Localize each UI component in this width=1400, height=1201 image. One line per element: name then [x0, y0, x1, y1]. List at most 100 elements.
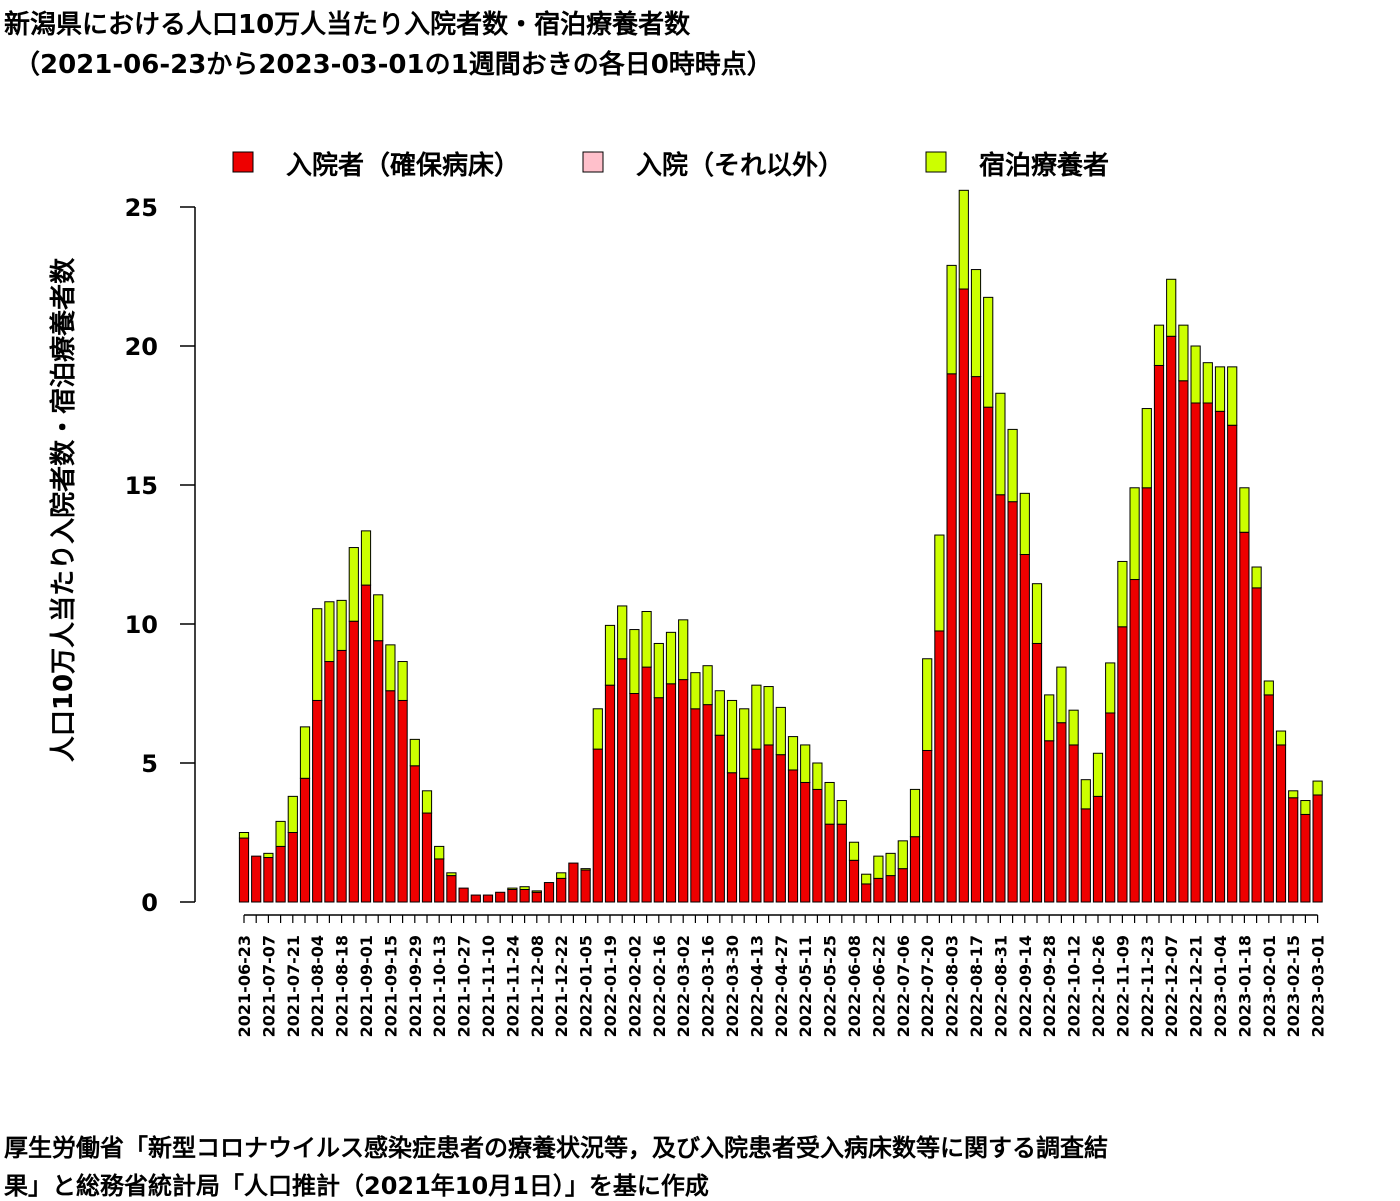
bar-segment-hospitalized-secured	[702, 704, 713, 903]
x-tick-label: 2022-08-17	[967, 935, 986, 1037]
bar-segment-hotel-recuperation	[1190, 345, 1201, 404]
bar-segment-hospitalized-secured	[1263, 694, 1274, 903]
bar-segment-hospitalized-secured	[251, 855, 262, 903]
legend-label: 入院者（確保病床）	[286, 150, 520, 181]
bar-segment-hotel-recuperation	[1129, 487, 1140, 581]
bar-segment-hospitalized-secured	[922, 749, 933, 903]
x-tick-label: 2022-05-25	[821, 935, 840, 1037]
bar-segment-hospitalized-secured	[580, 869, 591, 903]
x-axis: 2021-06-23 2021-07-07 2021-07-21 2021-08-04…	[235, 914, 1328, 1037]
bar-segment-hotel-recuperation	[629, 629, 640, 694]
bar-segment-hotel-recuperation	[1166, 278, 1177, 337]
bar-segment-hotel-recuperation	[641, 610, 652, 668]
y-tick-label: 0	[141, 889, 158, 917]
bar-segment-hotel-recuperation	[690, 672, 701, 710]
bar-segment-hospitalized-secured	[739, 777, 750, 903]
bar-segment-hospitalized-secured	[434, 858, 445, 903]
bar-segment-hotel-recuperation	[1251, 566, 1262, 589]
x-tick-label: 2022-03-30	[723, 935, 742, 1037]
bar-segment-hotel-recuperation	[519, 886, 530, 890]
bar-segment-hospitalized-secured	[617, 658, 628, 903]
bar-segment-hotel-recuperation	[299, 726, 311, 779]
legend-swatch	[925, 151, 947, 173]
chart-subtitle: （2021-06-23から2023-03-01の1週間おきの各日0時時点）	[14, 50, 773, 80]
x-tick-label: 2022-02-16	[650, 935, 669, 1037]
bar-segment-hospitalized-secured	[421, 812, 433, 903]
bar-segment-hotel-recuperation	[1080, 779, 1091, 810]
y-tick-label: 15	[125, 472, 158, 500]
x-tick-label: 2022-06-08	[845, 935, 864, 1037]
x-tick-label: 2021-11-10	[479, 935, 498, 1037]
bar-segment-hospitalized-secured	[312, 699, 323, 903]
bar-segment-hospitalized-secured	[1300, 813, 1311, 903]
bar-segment-hotel-recuperation	[592, 708, 603, 750]
bar-segment-hospitalized-secured	[446, 875, 457, 903]
bar-segment-hotel-recuperation	[1007, 428, 1018, 503]
bar-segment-hospitalized-secured	[1275, 744, 1287, 903]
x-tick-label: 2021-11-24	[503, 935, 522, 1037]
bar-segment-hospitalized-secured	[763, 744, 774, 903]
bar-segment-hotel-recuperation	[1300, 800, 1311, 815]
bar-segment-hotel-recuperation	[421, 790, 433, 814]
bar-segment-hotel-recuperation	[739, 708, 750, 779]
bar-segment-hospitalized-secured	[1080, 808, 1091, 903]
x-tick-label: 2021-10-27	[455, 935, 474, 1037]
bar-segment-hotel-recuperation	[1044, 694, 1055, 742]
bar-segment-hotel-recuperation	[665, 631, 677, 685]
bar-segment-hospitalized-secured	[678, 679, 689, 903]
bar-segment-hospitalized-secured	[714, 734, 725, 903]
bar-segment-hotel-recuperation	[983, 296, 994, 408]
bar-segment-hospitalized-secured	[934, 630, 945, 903]
bar-segment-hotel-recuperation	[934, 534, 945, 632]
bar-segment-hotel-recuperation	[1202, 362, 1213, 404]
bar-segment-hospitalized-secured	[1056, 722, 1067, 903]
bar-segment-hotel-recuperation	[1117, 560, 1128, 628]
x-tick-label: 2022-10-12	[1065, 935, 1084, 1037]
bar-segment-hotel-recuperation	[751, 684, 762, 750]
x-tick-label: 2022-08-03	[943, 935, 962, 1037]
bar-segment-hotel-recuperation	[824, 781, 835, 825]
bar-segment-hotel-recuperation	[617, 605, 628, 660]
bar-area	[238, 189, 1323, 903]
bar-segment-hospitalized-secured	[1068, 744, 1079, 903]
bar-segment-hospitalized-secured	[531, 891, 542, 903]
bar-segment-hospitalized-secured	[665, 683, 677, 903]
bar-segment-hospitalized-secured	[360, 584, 372, 903]
bar-segment-hotel-recuperation	[409, 738, 420, 767]
bar-segment-hotel-recuperation	[909, 788, 921, 838]
bar-segment-hotel-recuperation	[775, 706, 786, 756]
bar-segment-hospitalized-secured	[995, 494, 1006, 903]
bar-segment-hospitalized-secured	[787, 769, 799, 903]
bar-segment-hospitalized-secured	[458, 887, 469, 903]
x-tick-label: 2021-09-29	[406, 935, 425, 1037]
bar-segment-hospitalized-secured	[1190, 402, 1201, 903]
x-tick-label: 2022-12-21	[1187, 935, 1206, 1037]
x-tick-label: 2022-01-19	[601, 935, 620, 1037]
bar-segment-hospitalized-secured	[1129, 579, 1140, 903]
x-tick-label: 2023-03-01	[1309, 935, 1328, 1037]
bar-segment-hospitalized-secured	[873, 877, 884, 903]
bar-segment-hotel-recuperation	[1312, 780, 1323, 796]
bar-segment-hospitalized-secured	[336, 649, 347, 903]
bar-segment-hospitalized-secured	[690, 708, 701, 903]
x-tick-label: 2021-09-15	[381, 935, 400, 1037]
y-tick-label: 10	[125, 611, 158, 639]
x-tick-label: 2022-02-02	[625, 935, 644, 1037]
x-tick-label: 2022-11-23	[1138, 935, 1157, 1037]
bar-segment-hotel-recuperation	[446, 872, 457, 877]
bar-segment-hospitalized-secured	[983, 406, 994, 903]
bar-segment-hotel-recuperation	[1227, 366, 1238, 426]
bar-segment-hospitalized-secured	[1288, 797, 1299, 903]
bar-segment-hospitalized-secured	[556, 877, 567, 903]
bar-segment-hospitalized-secured	[1178, 380, 1189, 903]
x-tick-label: 2022-04-13	[747, 935, 766, 1037]
bar-segment-hotel-recuperation	[580, 868, 591, 871]
bar-segment-hotel-recuperation	[1031, 583, 1043, 644]
bar-segment-hotel-recuperation	[348, 547, 359, 622]
x-tick-label: 2021-08-18	[333, 935, 352, 1037]
x-tick-label: 2022-12-07	[1162, 935, 1181, 1037]
bar-segment-hotel-recuperation	[397, 661, 408, 701]
y-tick-label: 20	[125, 333, 158, 361]
bar-segment-hospitalized-secured	[470, 894, 481, 903]
bar-segment-hotel-recuperation	[1239, 487, 1250, 533]
